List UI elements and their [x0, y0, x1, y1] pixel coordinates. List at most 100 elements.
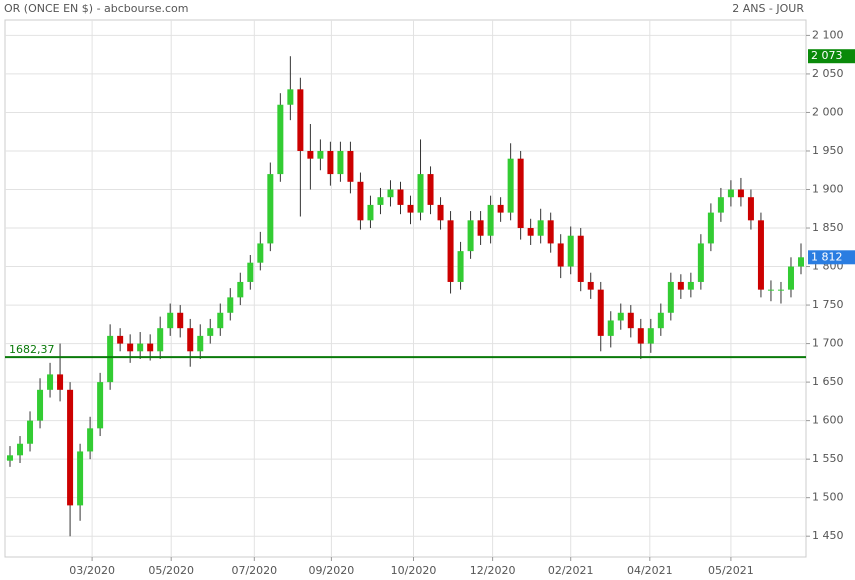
candle-body	[697, 243, 704, 282]
candle-body	[687, 281, 694, 290]
candle-body	[57, 374, 64, 390]
plot-frame	[4, 19, 807, 558]
candle-body	[667, 281, 674, 313]
candle-body	[567, 235, 574, 267]
candle-body	[337, 150, 344, 175]
candle-body	[757, 220, 764, 290]
candle-body	[187, 328, 194, 352]
level-label: 1682,37	[9, 343, 55, 356]
candle-body	[517, 158, 524, 229]
candle-body	[277, 104, 284, 175]
chart-subtitle: 2 ANS - JOUR	[732, 2, 804, 15]
candle-body	[707, 212, 714, 244]
candle-body	[457, 251, 464, 282]
x-tick-label: 07/2020	[231, 564, 277, 577]
candle-body	[437, 204, 444, 221]
candle-body	[307, 150, 314, 159]
candle-body	[377, 197, 384, 205]
candle-body	[387, 189, 394, 198]
y-tick-label: 1 500	[812, 491, 844, 504]
candle-body	[717, 197, 724, 213]
candle-body	[747, 197, 754, 221]
candle-body	[417, 174, 424, 213]
candle-body	[787, 266, 794, 290]
candle-body	[207, 328, 214, 336]
candle-body	[557, 243, 564, 267]
candle-body	[497, 204, 504, 213]
candle-body	[117, 335, 124, 344]
y-tick-label: 1 750	[812, 298, 844, 311]
candle-body	[397, 189, 404, 205]
candle-body	[217, 312, 224, 329]
candle-body	[17, 443, 24, 456]
candle-body	[447, 220, 454, 282]
x-tick-label: 04/2021	[627, 564, 673, 577]
candle-body	[157, 328, 164, 352]
y-tick-label: 1 450	[812, 529, 844, 542]
candle-body	[407, 204, 414, 213]
candle-body	[677, 281, 684, 290]
candle-body	[267, 174, 274, 244]
price-badge-label: 1 812	[811, 250, 843, 263]
y-tick-label: 1 900	[812, 182, 844, 195]
candle-body	[227, 297, 234, 313]
candle-body	[577, 235, 584, 282]
candle-body	[247, 262, 254, 282]
candle-body	[777, 289, 784, 291]
candle-body	[237, 281, 244, 298]
candle-body	[607, 320, 614, 336]
y-tick-label: 1 650	[812, 375, 844, 388]
candle-body	[617, 312, 624, 321]
y-tick-label: 2 000	[812, 105, 844, 118]
candle-body	[527, 228, 534, 236]
candle-body	[107, 335, 114, 383]
candle-body	[287, 89, 294, 105]
price-badge-label: 2 073	[811, 49, 843, 62]
candle-body	[47, 374, 54, 390]
candle-body	[37, 389, 44, 421]
candle-body	[427, 174, 434, 205]
x-tick-label: 05/2020	[148, 564, 194, 577]
candle-body	[7, 455, 14, 461]
candle-body	[727, 189, 734, 198]
y-tick-label: 1 550	[812, 452, 844, 465]
price-badge	[808, 250, 855, 265]
candle-body	[67, 389, 74, 506]
candle-body	[507, 158, 514, 213]
candle-body	[597, 289, 604, 336]
y-tick-label: 1 950	[812, 144, 844, 157]
candle-body	[647, 328, 654, 344]
candle-body	[127, 343, 134, 352]
candle-body	[87, 428, 94, 452]
candle-body	[537, 220, 544, 236]
candle-body	[657, 312, 664, 329]
candle-body	[367, 204, 374, 221]
candle-body	[77, 451, 84, 506]
x-tick-label: 10/2020	[391, 564, 437, 577]
candle-body	[797, 257, 804, 267]
chart-title: OR (ONCE EN $) - abcbourse.com	[4, 2, 189, 15]
candle-body	[167, 312, 174, 329]
x-tick-label: 05/2021	[708, 564, 754, 577]
x-tick-label: 09/2020	[309, 564, 355, 577]
candle-body	[587, 281, 594, 290]
candle-body	[547, 220, 554, 244]
candle-body	[767, 289, 774, 291]
candle-body	[487, 204, 494, 236]
candle-body	[97, 382, 104, 429]
candle-body	[737, 189, 744, 198]
y-tick-label: 1 700	[812, 337, 844, 350]
candle-body	[27, 420, 34, 444]
candle-body	[477, 220, 484, 236]
x-tick-label: 12/2020	[470, 564, 516, 577]
candle-body	[467, 220, 474, 252]
candle-body	[347, 150, 354, 182]
candle-body	[637, 328, 644, 344]
candle-body	[137, 343, 144, 352]
candle-body	[327, 150, 334, 175]
candle-body	[627, 312, 634, 329]
candle-body	[297, 89, 304, 151]
y-tick-label: 1 850	[812, 221, 844, 234]
x-tick-label: 03/2020	[69, 564, 115, 577]
